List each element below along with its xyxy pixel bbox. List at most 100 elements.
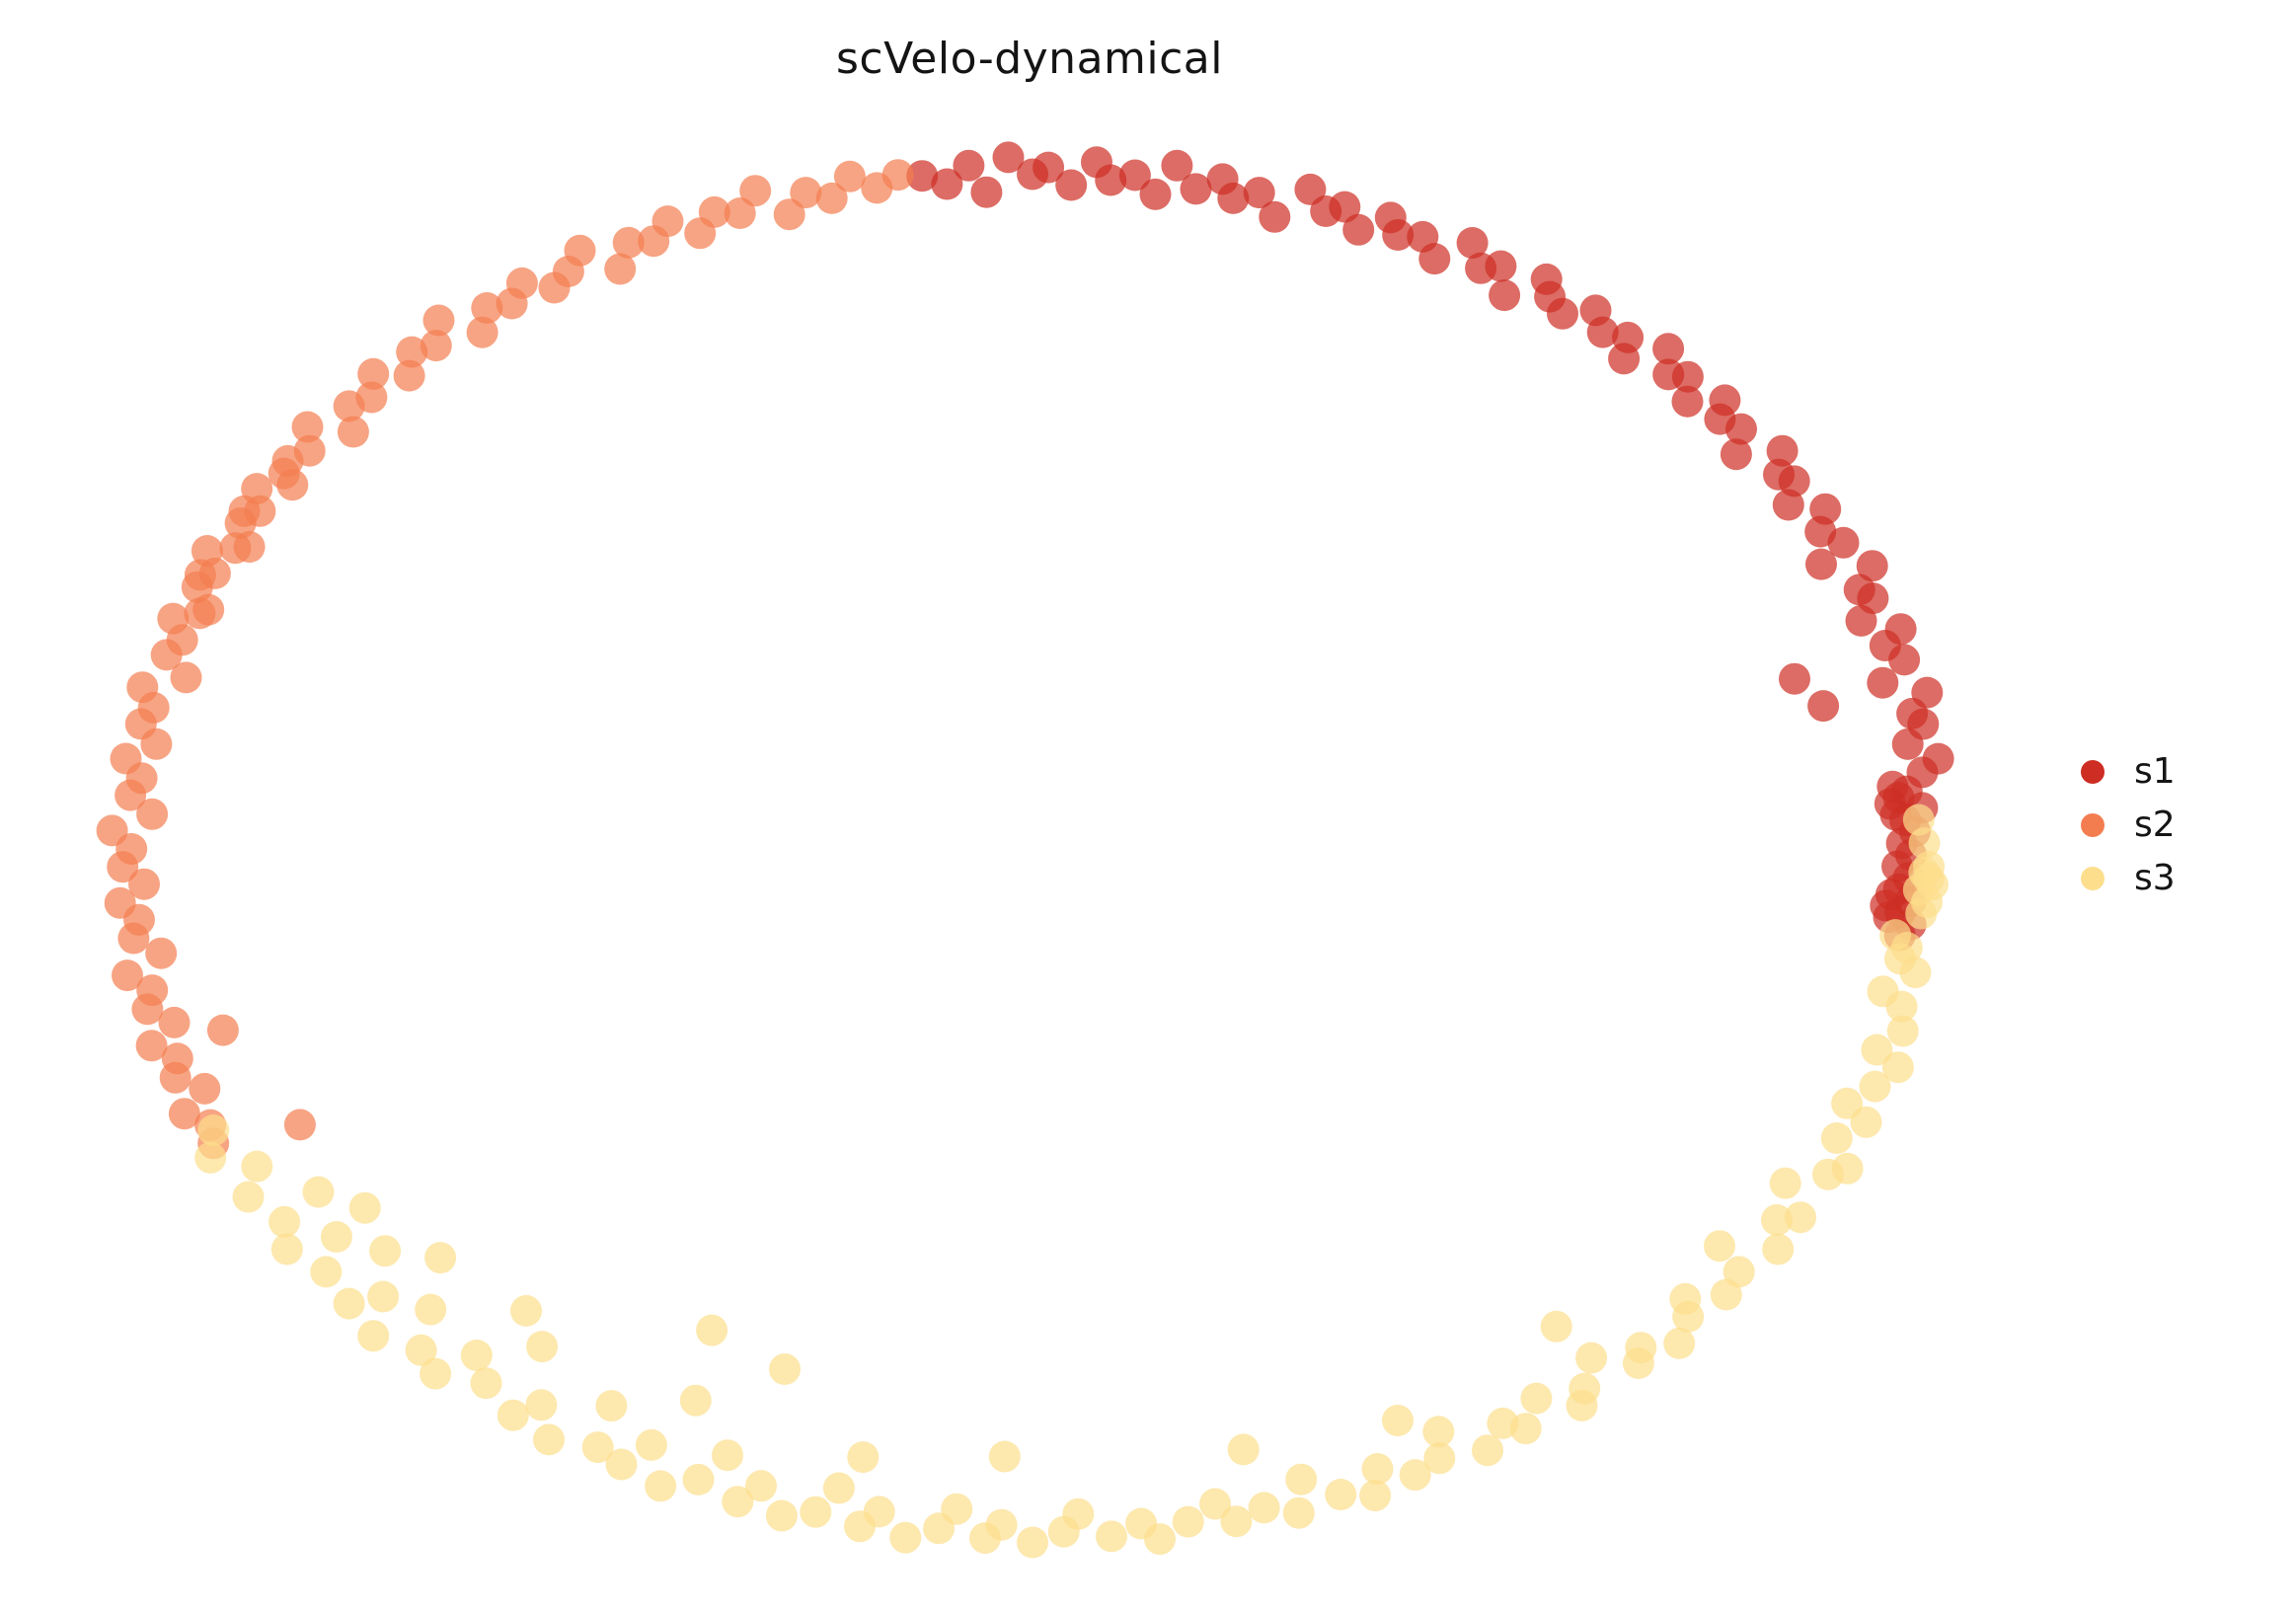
- scatter-point-s3: [1722, 1256, 1755, 1288]
- scatter-point-s2: [159, 1061, 191, 1094]
- scatter-point-s2: [206, 1014, 239, 1046]
- scatter-point-s3: [800, 1496, 832, 1528]
- scatter-point-s2: [150, 639, 183, 671]
- scatter-point-s2: [420, 330, 452, 362]
- scatter-point-s3: [722, 1486, 754, 1518]
- scatter-point-s2: [790, 177, 822, 209]
- scatter-point-s3: [1820, 1122, 1853, 1154]
- scatter-point-s3: [197, 1114, 230, 1146]
- scatter-point-s1: [992, 141, 1025, 174]
- scatter-point-s3: [1859, 1070, 1891, 1103]
- scatter-point-s3: [1762, 1233, 1795, 1266]
- scatter-point-s1: [1827, 526, 1860, 559]
- legend: s1 s2 s3: [2081, 754, 2176, 896]
- scatter-point-s2: [135, 1030, 168, 1062]
- scatter-point-s3: [1625, 1332, 1657, 1364]
- plot-title: scVelo-dynamical: [836, 34, 1223, 84]
- scatter-point-s3: [369, 1235, 402, 1267]
- scatter-point-s3: [1285, 1463, 1318, 1496]
- scatter-point-s3: [357, 1320, 390, 1352]
- scatter-point-s1: [931, 168, 963, 200]
- scatter-point-s1: [1180, 173, 1212, 205]
- scatter-point-s2: [128, 868, 160, 900]
- legend-item-s2: s2: [2081, 807, 2176, 843]
- scatter-point-s3: [1062, 1497, 1095, 1530]
- scatter-point-s1: [1867, 666, 1899, 699]
- scatter-point-s3: [1509, 1413, 1542, 1445]
- scatter-point-s2: [861, 172, 893, 204]
- legend-swatch-s3-icon: [2081, 867, 2105, 890]
- scatter-point-s3: [645, 1470, 677, 1502]
- scatter-point-s2: [184, 597, 216, 630]
- scatter-point-s1: [1547, 297, 1578, 330]
- scatter-point-s3: [581, 1431, 614, 1464]
- scatter-point-s3: [1227, 1433, 1260, 1466]
- scatter-point-s1: [1778, 465, 1810, 498]
- scatter-point-s3: [1096, 1520, 1127, 1553]
- scatter-point-s1: [1772, 489, 1804, 521]
- scatter-point-s3: [533, 1423, 565, 1456]
- scatter-point-s2: [168, 1098, 200, 1130]
- scatter-point-s2: [422, 304, 455, 337]
- scatter-point-s3: [985, 1508, 1018, 1541]
- scatter-point-s2: [140, 728, 173, 760]
- scatter-point-s3: [1282, 1497, 1315, 1529]
- scatter-point-s3: [333, 1287, 365, 1320]
- scatter-point-s3: [470, 1367, 502, 1400]
- scatter-point-s2: [337, 416, 369, 448]
- scatter-point-s1: [1856, 550, 1888, 582]
- scatter-point-s3: [1669, 1282, 1702, 1315]
- scatter-point-s3: [863, 1496, 895, 1528]
- scatter-point-s3: [635, 1428, 667, 1461]
- scatter-point-s1: [1329, 191, 1361, 223]
- scatter-point-s3: [605, 1448, 638, 1481]
- legend-label-s2: s2: [2134, 805, 2176, 845]
- scatter-point-s2: [739, 175, 772, 207]
- scatter-point-s3: [1199, 1488, 1231, 1520]
- scatter-point-s3: [769, 1353, 801, 1385]
- scatter-point-s3: [822, 1472, 855, 1504]
- legend-label-s3: s3: [2134, 858, 2176, 898]
- scatter-point-s3: [1325, 1479, 1357, 1510]
- scatter-point-s2: [112, 960, 143, 992]
- scatter-point-s1: [1489, 279, 1521, 312]
- scatter-point-s3: [526, 1331, 559, 1363]
- scatter-point-s3: [1382, 1405, 1414, 1436]
- scatter-point-s3: [415, 1293, 447, 1326]
- scatter-point-s3: [682, 1463, 715, 1496]
- scatter-point-s1: [1342, 213, 1375, 246]
- scatter-point-s3: [270, 1233, 303, 1266]
- scatter-point-s1: [1652, 333, 1685, 365]
- scatter-point-s1: [1139, 178, 1172, 210]
- scatter-point-s3: [232, 1181, 265, 1213]
- scatter-point-s2: [333, 390, 365, 422]
- scatter-point-s1: [1807, 690, 1840, 723]
- scatter-point-s2: [276, 469, 309, 501]
- scatter-point-s3: [1785, 1201, 1816, 1234]
- scatter-point-s2: [283, 1109, 316, 1141]
- scatter-point-s3: [1172, 1505, 1204, 1538]
- scatter-point-s3: [1422, 1416, 1455, 1448]
- scatter-point-s3: [510, 1294, 542, 1327]
- scatter-point-s3: [889, 1521, 922, 1554]
- scatter-point-s1: [1891, 728, 1924, 760]
- scatter-point-s3: [1423, 1442, 1456, 1475]
- scatter-point-s1: [1608, 343, 1641, 375]
- scatter-point-s3: [941, 1493, 973, 1525]
- scatter-point-s3: [1520, 1382, 1553, 1415]
- scatter-point-s2: [224, 507, 257, 539]
- scatter-point-s3: [696, 1314, 728, 1346]
- scatter-point-s3: [424, 1242, 457, 1274]
- scatter-point-s1: [1243, 177, 1275, 209]
- scatter-point-s3: [302, 1176, 335, 1208]
- scatter-point-s1: [1418, 243, 1451, 275]
- scatter-point-s1: [1382, 219, 1415, 251]
- scatter-point-s2: [466, 316, 498, 348]
- scatter-point-s2: [684, 217, 717, 250]
- scatter-point-s3: [405, 1334, 437, 1366]
- scatter-point-s3: [745, 1470, 777, 1502]
- scatter-point-s2: [773, 198, 805, 231]
- scatter-point-s2: [219, 532, 252, 565]
- scatter-point-s3: [1769, 1167, 1801, 1199]
